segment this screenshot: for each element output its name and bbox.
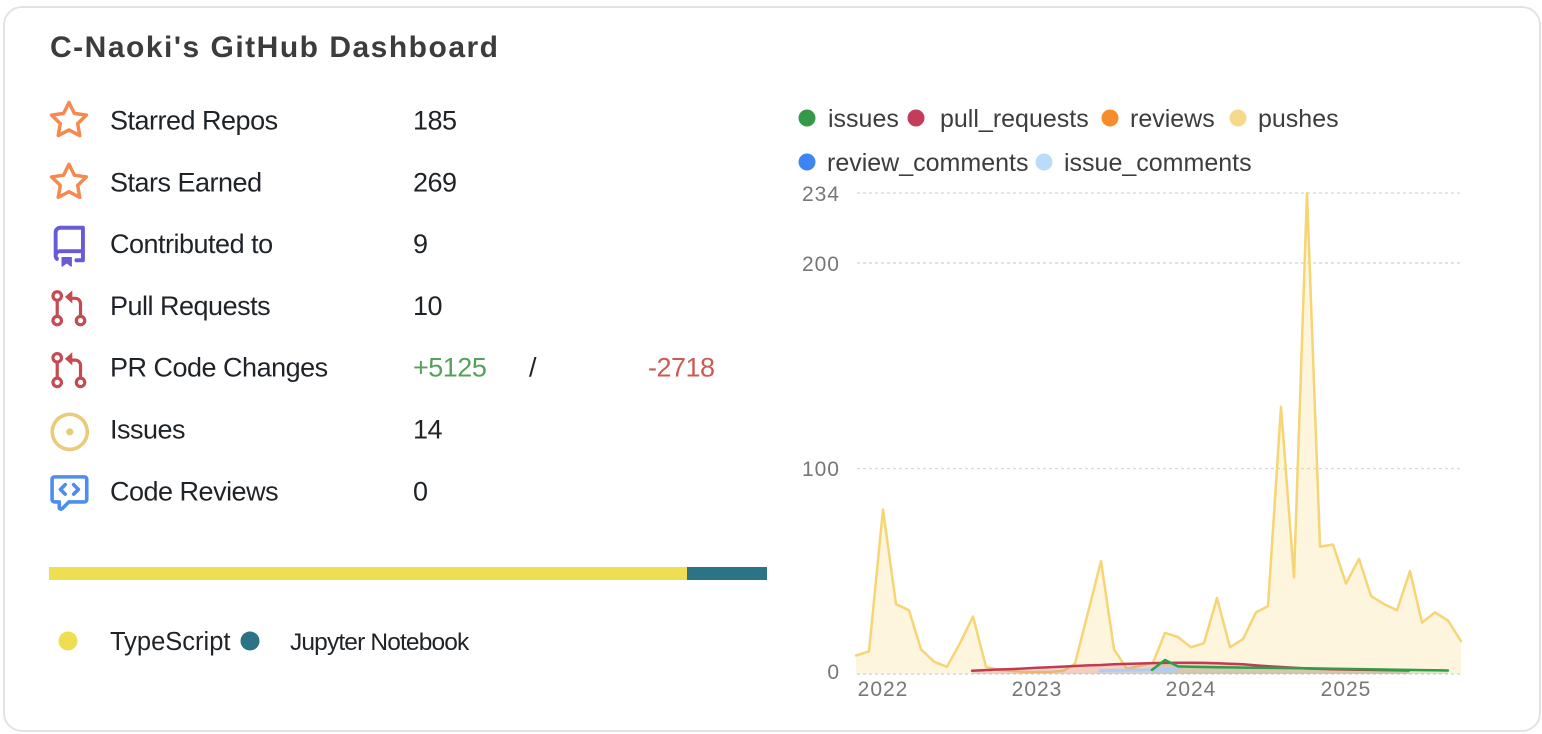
svg-text:Starred Repos: Starred Repos bbox=[110, 106, 278, 136]
svg-text:Code Reviews: Code Reviews bbox=[110, 476, 278, 506]
svg-text:C-Naoki's GitHub Dashboard: C-Naoki's GitHub Dashboard bbox=[50, 31, 500, 64]
svg-text:200: 200 bbox=[802, 253, 840, 276]
svg-text:Jupyter Notebook: Jupyter Notebook bbox=[290, 629, 470, 656]
svg-text:234: 234 bbox=[802, 183, 840, 206]
svg-text:0: 0 bbox=[413, 476, 428, 506]
svg-text:14: 14 bbox=[413, 415, 443, 445]
svg-text:/: / bbox=[529, 353, 537, 383]
svg-text:pushes: pushes bbox=[1258, 105, 1339, 133]
svg-text:0: 0 bbox=[827, 661, 840, 684]
svg-text:reviews: reviews bbox=[1130, 105, 1215, 133]
svg-text:review_comments: review_comments bbox=[827, 149, 1028, 177]
svg-text:9: 9 bbox=[413, 229, 428, 259]
svg-text:100: 100 bbox=[802, 458, 840, 481]
svg-text:issues: issues bbox=[828, 105, 899, 133]
svg-text:2023: 2023 bbox=[1012, 678, 1063, 701]
svg-text:issue_comments: issue_comments bbox=[1064, 149, 1252, 177]
svg-text:185: 185 bbox=[413, 106, 457, 136]
svg-text:Issues: Issues bbox=[110, 415, 185, 445]
svg-text:10: 10 bbox=[413, 291, 442, 321]
svg-text:-2718: -2718 bbox=[648, 353, 715, 383]
svg-text:Pull Requests: Pull Requests bbox=[110, 291, 270, 321]
svg-text:pull_requests: pull_requests bbox=[940, 105, 1089, 133]
svg-text:269: 269 bbox=[413, 167, 457, 197]
svg-text:TypeScript: TypeScript bbox=[110, 628, 230, 656]
svg-text:PR Code Changes: PR Code Changes bbox=[110, 353, 328, 383]
svg-text:2022: 2022 bbox=[858, 678, 909, 701]
svg-text:2025: 2025 bbox=[1321, 678, 1372, 701]
svg-text:Contributed to: Contributed to bbox=[110, 229, 273, 259]
svg-text:+5125: +5125 bbox=[413, 353, 486, 383]
svg-text:Stars Earned: Stars Earned bbox=[110, 167, 262, 197]
svg-text:2024: 2024 bbox=[1166, 678, 1217, 701]
